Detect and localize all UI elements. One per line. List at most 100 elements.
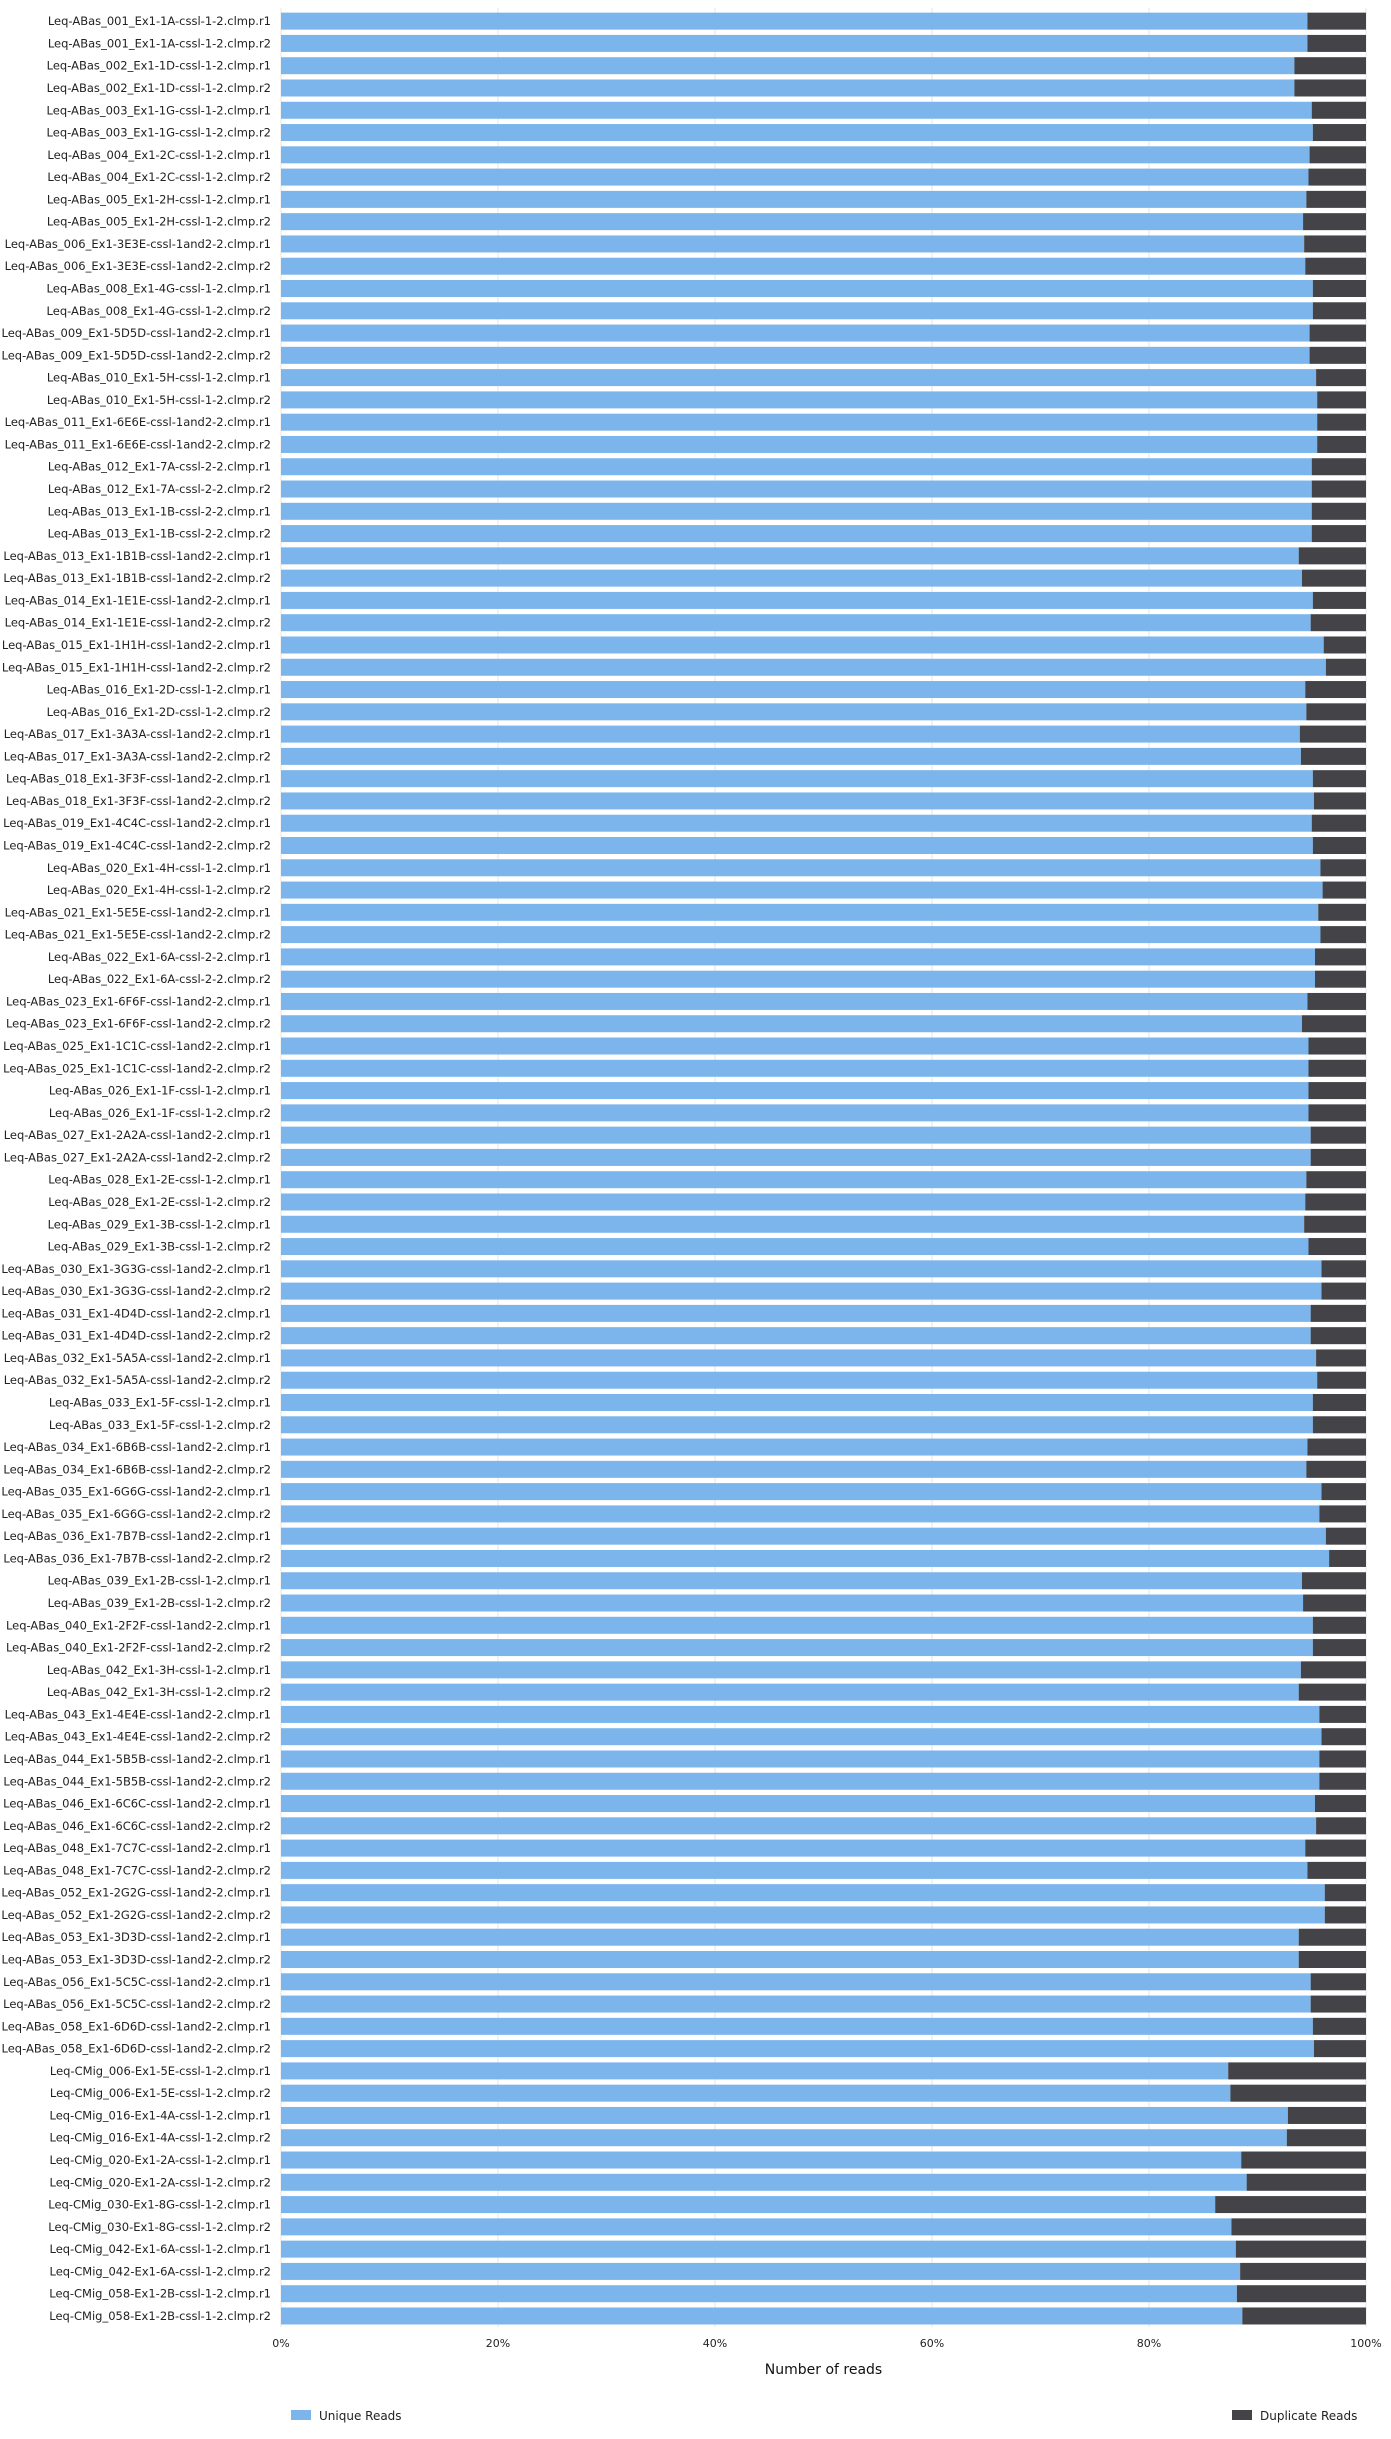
duplicate-reads-bar[interactable]: [1316, 369, 1366, 387]
unique-reads-bar[interactable]: [281, 525, 1312, 543]
unique-reads-bar[interactable]: [281, 681, 1306, 699]
duplicate-reads-bar[interactable]: [1317, 435, 1366, 453]
duplicate-reads-bar[interactable]: [1246, 2173, 1366, 2191]
unique-reads-bar[interactable]: [281, 302, 1313, 320]
unique-reads-bar[interactable]: [281, 1928, 1299, 1946]
unique-reads-bar[interactable]: [281, 1661, 1301, 1679]
unique-reads-bar[interactable]: [281, 190, 1307, 208]
duplicate-reads-bar[interactable]: [1303, 213, 1366, 231]
unique-reads-bar[interactable]: [281, 1304, 1311, 1322]
unique-reads-bar[interactable]: [281, 614, 1311, 632]
duplicate-reads-bar[interactable]: [1311, 814, 1366, 832]
unique-reads-bar[interactable]: [281, 1750, 1320, 1768]
duplicate-reads-bar[interactable]: [1312, 2017, 1366, 2035]
duplicate-reads-bar[interactable]: [1305, 681, 1366, 699]
unique-reads-bar[interactable]: [281, 970, 1316, 988]
duplicate-reads-bar[interactable]: [1313, 792, 1366, 810]
unique-reads-bar[interactable]: [281, 2040, 1314, 2058]
duplicate-reads-bar[interactable]: [1231, 2218, 1366, 2236]
duplicate-reads-bar[interactable]: [1317, 413, 1366, 431]
duplicate-reads-bar[interactable]: [1308, 168, 1366, 186]
duplicate-reads-bar[interactable]: [1316, 1349, 1366, 1367]
unique-reads-bar[interactable]: [281, 1015, 1302, 1033]
duplicate-reads-bar[interactable]: [1317, 391, 1366, 409]
duplicate-reads-bar[interactable]: [1287, 2106, 1366, 2124]
unique-reads-bar[interactable]: [281, 324, 1310, 342]
duplicate-reads-bar[interactable]: [1312, 302, 1366, 320]
unique-reads-bar[interactable]: [281, 1817, 1317, 1835]
unique-reads-bar[interactable]: [281, 1549, 1330, 1567]
duplicate-reads-bar[interactable]: [1307, 34, 1366, 52]
unique-reads-bar[interactable]: [281, 1951, 1299, 1968]
unique-reads-bar[interactable]: [281, 213, 1304, 231]
unique-reads-bar[interactable]: [281, 2062, 1229, 2080]
unique-reads-bar[interactable]: [281, 636, 1324, 654]
duplicate-reads-bar[interactable]: [1240, 2262, 1366, 2280]
unique-reads-bar[interactable]: [281, 1104, 1309, 1122]
unique-reads-bar[interactable]: [281, 2151, 1242, 2169]
unique-reads-bar[interactable]: [281, 34, 1308, 52]
unique-reads-bar[interactable]: [281, 792, 1314, 810]
duplicate-reads-bar[interactable]: [1324, 1906, 1366, 1924]
unique-reads-bar[interactable]: [281, 435, 1318, 453]
unique-reads-bar[interactable]: [281, 2129, 1287, 2147]
unique-reads-bar[interactable]: [281, 948, 1316, 966]
unique-reads-bar[interactable]: [281, 859, 1321, 877]
duplicate-reads-bar[interactable]: [1324, 1884, 1366, 1902]
duplicate-reads-bar[interactable]: [1306, 703, 1366, 721]
unique-reads-bar[interactable]: [281, 1795, 1316, 1813]
duplicate-reads-bar[interactable]: [1319, 1705, 1366, 1723]
unique-reads-bar[interactable]: [281, 2106, 1288, 2124]
unique-reads-bar[interactable]: [281, 703, 1307, 721]
duplicate-reads-bar[interactable]: [1307, 1861, 1366, 1879]
duplicate-reads-bar[interactable]: [1322, 881, 1366, 899]
duplicate-reads-bar[interactable]: [1320, 926, 1366, 944]
duplicate-reads-bar[interactable]: [1311, 502, 1366, 520]
legend[interactable]: Unique Reads Duplicate Reads: [291, 2409, 1357, 2423]
unique-reads-bar[interactable]: [281, 903, 1319, 921]
duplicate-reads-bar[interactable]: [1242, 2307, 1366, 2325]
unique-reads-bar[interactable]: [281, 1616, 1313, 1634]
unique-reads-bar[interactable]: [281, 770, 1313, 788]
unique-reads-bar[interactable]: [281, 391, 1318, 409]
duplicate-reads-bar[interactable]: [1317, 1371, 1366, 1389]
unique-reads-bar[interactable]: [281, 1906, 1325, 1924]
unique-reads-bar[interactable]: [281, 1683, 1299, 1701]
duplicate-reads-bar[interactable]: [1319, 1505, 1366, 1523]
duplicate-reads-bar[interactable]: [1310, 1973, 1366, 1991]
duplicate-reads-bar[interactable]: [1294, 57, 1366, 75]
unique-reads-bar[interactable]: [281, 1215, 1305, 1233]
duplicate-reads-bar[interactable]: [1310, 1148, 1366, 1166]
unique-reads-bar[interactable]: [281, 1705, 1320, 1723]
unique-reads-bar[interactable]: [281, 569, 1302, 587]
unique-reads-bar[interactable]: [281, 1483, 1322, 1501]
unique-reads-bar[interactable]: [281, 1371, 1318, 1389]
duplicate-reads-bar[interactable]: [1308, 1082, 1366, 1100]
duplicate-reads-bar[interactable]: [1312, 124, 1366, 142]
duplicate-reads-bar[interactable]: [1308, 1238, 1366, 1256]
unique-reads-bar[interactable]: [281, 881, 1323, 899]
duplicate-reads-bar[interactable]: [1305, 1193, 1366, 1211]
unique-reads-bar[interactable]: [281, 12, 1308, 30]
duplicate-reads-bar[interactable]: [1308, 1059, 1366, 1077]
duplicate-reads-bar[interactable]: [1301, 1572, 1366, 1590]
unique-reads-bar[interactable]: [281, 926, 1321, 944]
duplicate-reads-bar[interactable]: [1304, 1215, 1366, 1233]
unique-reads-bar[interactable]: [281, 837, 1313, 854]
duplicate-reads-bar[interactable]: [1313, 2040, 1366, 2058]
duplicate-reads-bar[interactable]: [1310, 1327, 1366, 1345]
unique-reads-bar[interactable]: [281, 1126, 1311, 1144]
unique-reads-bar[interactable]: [281, 79, 1295, 97]
unique-reads-bar[interactable]: [281, 547, 1299, 565]
unique-reads-bar[interactable]: [281, 1082, 1309, 1100]
duplicate-reads-bar[interactable]: [1312, 1639, 1366, 1657]
unique-reads-bar[interactable]: [281, 1594, 1304, 1612]
duplicate-reads-bar[interactable]: [1315, 1795, 1366, 1813]
duplicate-reads-bar[interactable]: [1303, 1594, 1366, 1612]
duplicate-reads-bar[interactable]: [1311, 525, 1366, 543]
unique-reads-bar[interactable]: [281, 2240, 1236, 2258]
duplicate-reads-bar[interactable]: [1329, 1549, 1366, 1567]
unique-reads-bar[interactable]: [281, 2285, 1237, 2303]
unique-reads-bar[interactable]: [281, 101, 1312, 119]
duplicate-reads-bar[interactable]: [1312, 1394, 1366, 1411]
